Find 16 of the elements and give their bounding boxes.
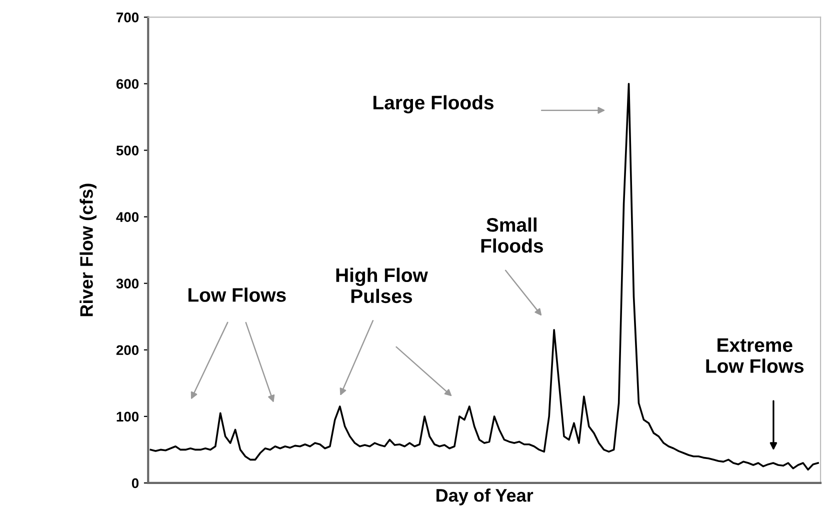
line-series xyxy=(150,82,819,471)
annotation: Low Flows xyxy=(188,288,286,302)
y-tick-label: 600 xyxy=(116,79,139,89)
y-tick-label: 300 xyxy=(116,278,139,289)
y-tick-label: 200 xyxy=(116,345,139,356)
y-tick-label: 0 xyxy=(132,478,139,488)
annotation: Extreme Low Flows xyxy=(706,338,804,373)
annotation: High Flow Pulses xyxy=(336,268,428,304)
annotation: Large Floods xyxy=(374,95,494,114)
y-tick-label: 500 xyxy=(116,146,139,156)
y-axis-title: River Flow (cfs) xyxy=(80,184,96,316)
annotation: Small Floods xyxy=(481,218,543,253)
x-axis-title: Day of Year xyxy=(436,488,534,506)
y-tick-label: 400 xyxy=(116,212,139,222)
y-tick-label: 100 xyxy=(116,412,139,422)
y-tick-label: 700 xyxy=(116,12,139,22)
